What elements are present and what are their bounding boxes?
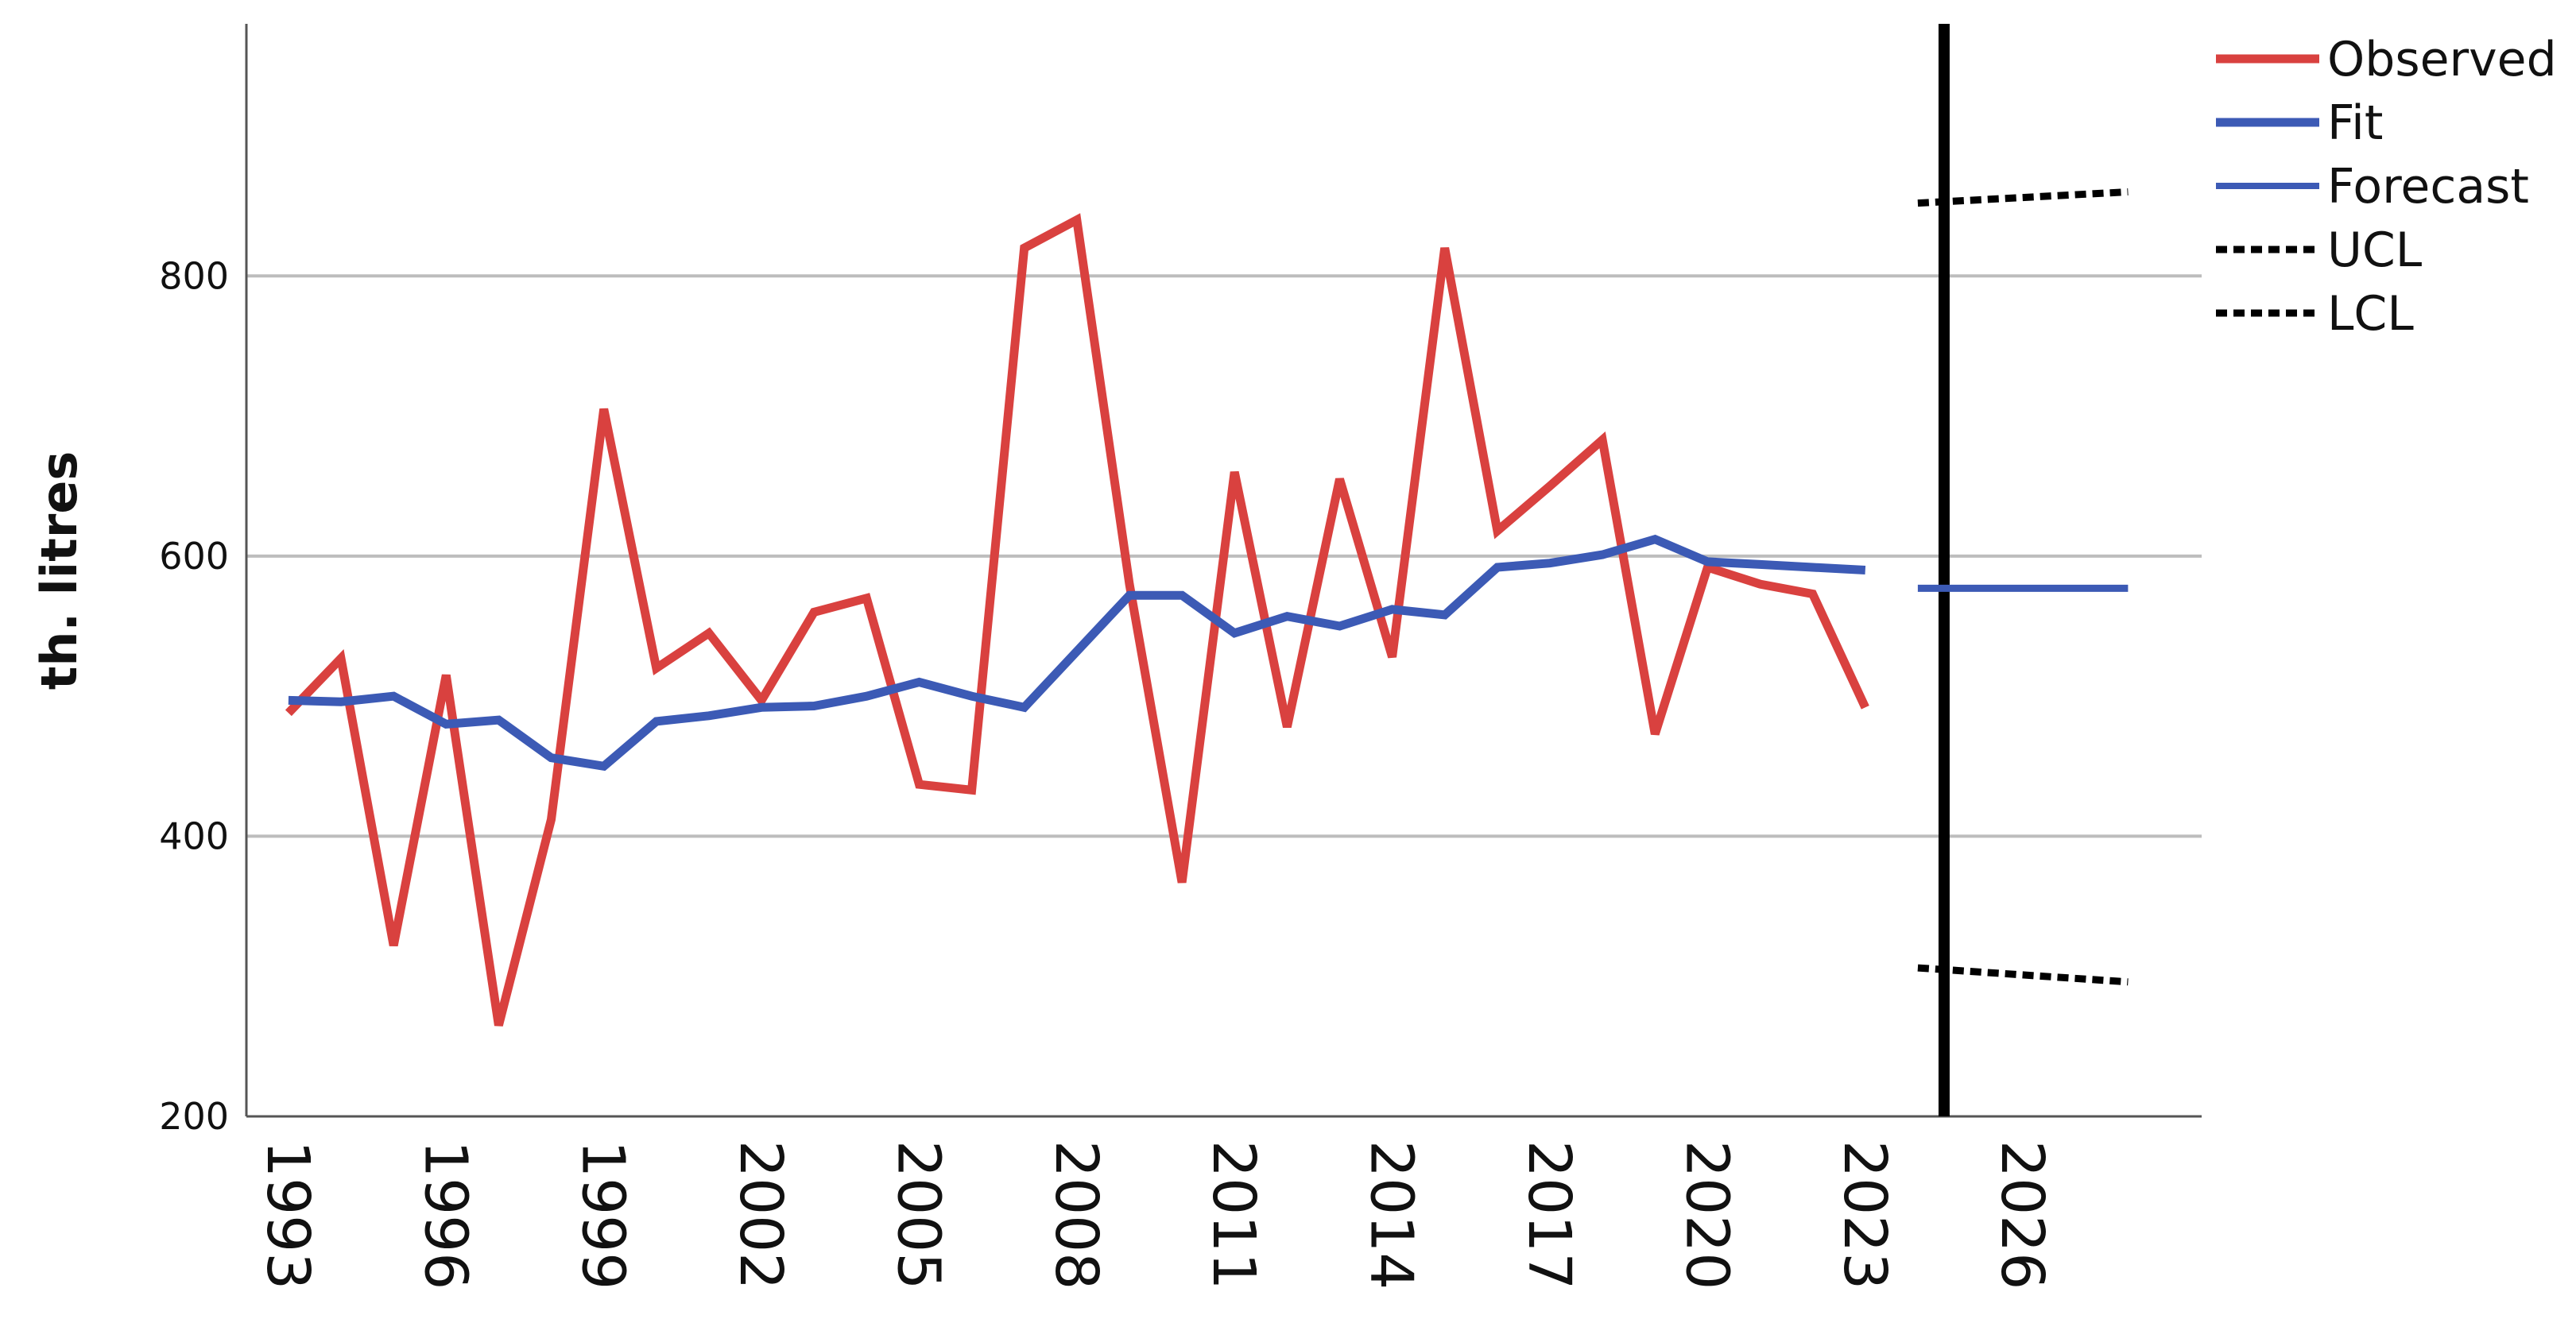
x-tick-label: 1996 <box>411 1140 479 1290</box>
x-tick-label: 2014 <box>1358 1140 1426 1290</box>
legend: Observed Fit Forecast UCL LCL <box>2216 32 2557 342</box>
series-line-ucl <box>1917 188 2129 207</box>
x-tick-label: 1999 <box>569 1140 637 1290</box>
x-tick-label: 2008 <box>1042 1140 1110 1290</box>
x-tick-label: 2023 <box>1830 1140 1899 1290</box>
x-tick-label: 1993 <box>254 1140 322 1290</box>
y-tick-label: 200 <box>159 1095 229 1138</box>
tick-labels: 200 400 600 800 1993 1996 1999 2002 2005 2008 2011… <box>159 254 2056 1290</box>
y-tick-label: 400 <box>159 814 229 857</box>
series <box>285 188 2129 1027</box>
y-tick-label: 800 <box>159 254 229 297</box>
y-axis-label: th. litres <box>30 451 88 690</box>
x-tick-label: 2026 <box>1988 1140 2056 1290</box>
x-tick-label: 2020 <box>1672 1140 1741 1290</box>
x-tick-label: 2011 <box>1199 1140 1268 1290</box>
legend-label-ucl: UCL <box>2327 222 2423 278</box>
series-line-lcl <box>1917 964 2129 986</box>
axes <box>245 24 2202 1118</box>
legend-label-fit: Fit <box>2327 95 2383 151</box>
series-line-fit <box>288 534 1866 772</box>
legend-label-forecast: Forecast <box>2327 159 2529 215</box>
y-tick-label: 600 <box>159 535 229 578</box>
x-tick-label: 2005 <box>884 1140 952 1290</box>
x-tick-label: 2017 <box>1515 1140 1583 1290</box>
legend-label-observed: Observed <box>2327 32 2557 87</box>
series-line-observed <box>285 213 1869 1027</box>
x-tick-label: 2002 <box>726 1140 795 1290</box>
legend-label-lcl: LCL <box>2327 286 2414 342</box>
